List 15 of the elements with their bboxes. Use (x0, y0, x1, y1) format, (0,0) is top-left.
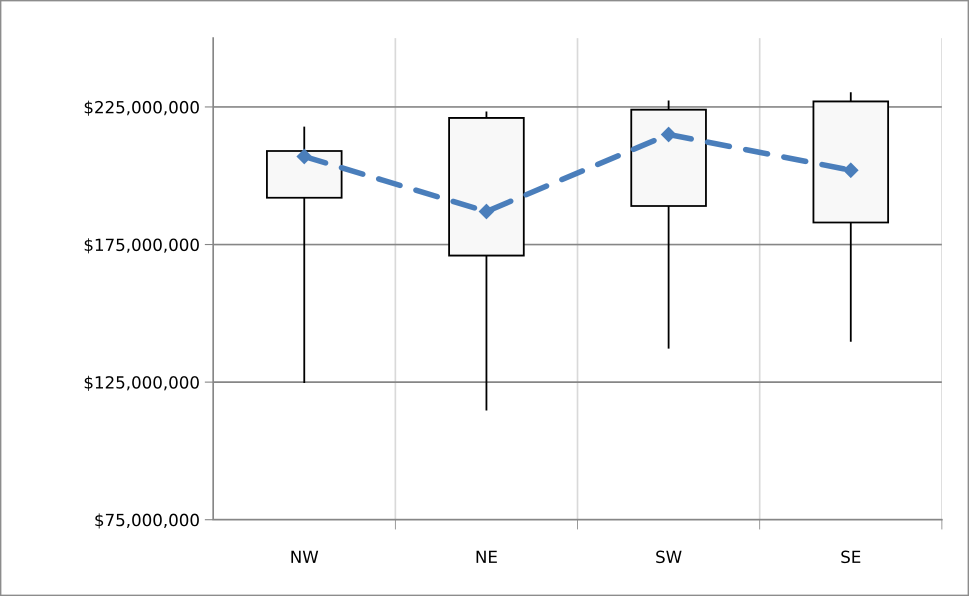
x-tick-label: NW (291, 550, 318, 563)
y-tick-label: $225,000,000 (84, 100, 199, 116)
point (661, 126, 676, 142)
candlestick (266, 126, 343, 384)
point (296, 148, 312, 164)
x-tick-label: NE (476, 550, 497, 563)
candlestick (448, 112, 525, 411)
x-tick-label: SW (656, 550, 682, 564)
point (478, 204, 494, 220)
x-tick-label: SE (841, 550, 860, 564)
y-tick-label: $125,000,000 (84, 376, 199, 391)
y-tick-label: $75,000,000 (95, 513, 199, 528)
point (843, 162, 858, 178)
candlestick (630, 100, 707, 349)
y-tick-label: $175,000,000 (84, 238, 199, 254)
